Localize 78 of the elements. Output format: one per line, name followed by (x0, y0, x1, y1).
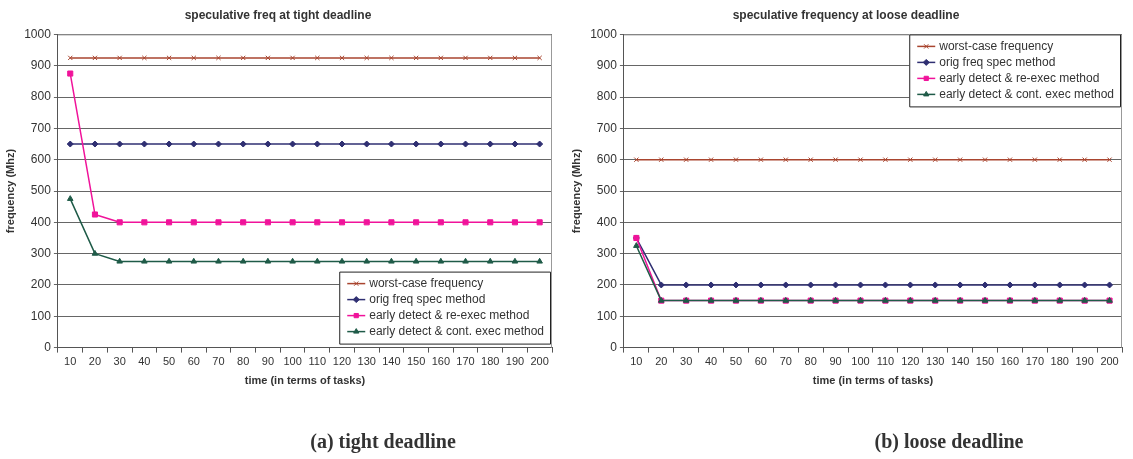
x-tick-label: 100 (283, 355, 302, 368)
text: (b) loose deadline (873, 430, 1025, 453)
x-tick-label: 180 (481, 355, 500, 368)
y-tick-label: 200 (30, 277, 52, 292)
legend-label: worst-case frequency (938, 38, 1054, 53)
y-tick-label: 900 (30, 58, 52, 73)
x-tick-label: 150 (406, 355, 426, 368)
y-tick-label: 600 (30, 151, 52, 166)
legend-label: early detect & re-exec method (369, 307, 530, 322)
x-tick-label: 40 (704, 355, 718, 368)
y-tick-label: 400 (30, 214, 52, 229)
x-tick-label: 10 (64, 355, 77, 368)
x-tick-label: 130 (926, 355, 945, 368)
chart-title: speculative freq at tight deadline (184, 7, 372, 22)
x-tick-label: 120 (901, 355, 920, 368)
x-tick-label: 190 (1075, 355, 1094, 368)
x-tick-label: 200 (530, 355, 549, 368)
y-tick-label: 0 (44, 339, 52, 354)
x-tick-label: 50 (162, 355, 176, 368)
x-tick-label: 60 (754, 355, 767, 368)
y-tick-label: 1000 (590, 26, 618, 41)
x-tick-label: 30 (113, 355, 126, 368)
text: (a) tight deadline (309, 430, 457, 453)
x-tick-label: 120 (332, 355, 352, 368)
y-tick-label: 100 (30, 308, 52, 323)
x-tick-label: 70 (779, 355, 792, 368)
y-axis-title: frequency (Mhz) (569, 148, 582, 234)
legend-label: early detect & cont. exec method (369, 323, 544, 338)
x-tick-label: 160 (431, 355, 451, 368)
y-tick-label: 300 (596, 245, 618, 260)
x-tick-label: 80 (237, 355, 250, 368)
x-tick-label: 20 (88, 355, 102, 368)
y-axis-title: frequency (Mhz) (3, 148, 16, 234)
legend-label: orig freq spec method (939, 54, 1056, 69)
y-tick-label: 400 (596, 214, 618, 229)
x-tick-label: 90 (829, 355, 842, 368)
y-tick-label: 1000 (24, 26, 52, 41)
x-tick-label: 20 (655, 355, 668, 368)
legend-label: worst-case frequency (368, 275, 484, 290)
y-tick-label: 700 (596, 120, 618, 135)
y-tick-label: 0 (610, 339, 618, 354)
x-tick-label: 50 (729, 355, 743, 368)
x-tick-label: 200 (1100, 355, 1119, 368)
y-tick-label: 200 (596, 277, 618, 292)
y-tick-label: 900 (596, 58, 618, 73)
y-tick-label: 800 (596, 89, 618, 104)
x-tick-label: 170 (456, 355, 475, 368)
x-tick-label: 140 (950, 355, 970, 368)
x-axis-title: time (in terms of tasks) (244, 374, 366, 387)
x-tick-label: 110 (308, 355, 327, 368)
x-tick-label: 140 (382, 355, 401, 368)
legend-label: orig freq spec method (369, 291, 486, 306)
legend-label: early detect & cont. exec method (939, 86, 1114, 101)
x-tick-label: 30 (680, 355, 693, 368)
x-tick-label: 70 (212, 355, 225, 368)
x-axis-title: time (in terms of tasks) (812, 374, 934, 387)
chart-title: speculative frequency at loose deadline (732, 7, 960, 22)
x-tick-label: 110 (876, 355, 895, 368)
y-tick-label: 100 (596, 308, 618, 323)
x-tick-label: 190 (505, 355, 525, 368)
x-tick-label: 60 (187, 355, 200, 368)
legend-label: early detect & re-exec method (939, 70, 1100, 85)
x-tick-label: 150 (975, 355, 995, 368)
y-tick-label: 300 (30, 245, 52, 260)
x-tick-label: 80 (804, 355, 817, 368)
y-tick-label: 700 (30, 120, 52, 135)
y-tick-label: 500 (30, 183, 52, 198)
y-tick-label: 600 (596, 151, 618, 166)
y-tick-label: 500 (596, 183, 618, 198)
x-tick-label: 170 (1025, 355, 1045, 368)
x-tick-label: 10 (630, 355, 643, 368)
x-tick-label: 130 (357, 355, 376, 368)
y-tick-label: 800 (30, 89, 52, 104)
x-tick-label: 90 (261, 355, 275, 368)
x-tick-label: 100 (851, 355, 870, 368)
x-tick-label: 180 (1050, 355, 1069, 368)
x-tick-label: 40 (138, 355, 151, 368)
x-tick-label: 160 (1000, 355, 1020, 368)
